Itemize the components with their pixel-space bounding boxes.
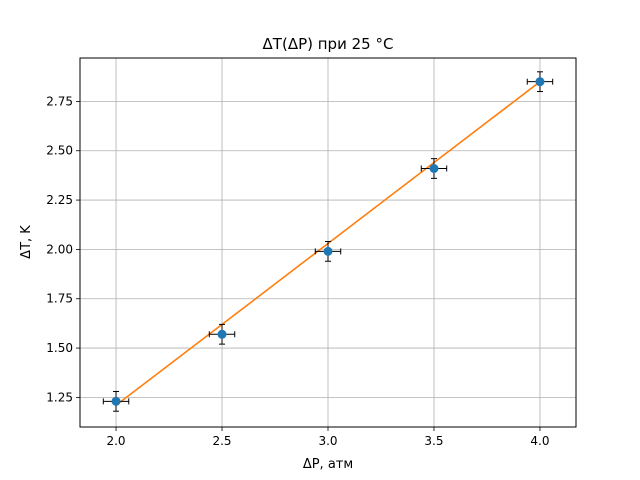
y-tick-label: 2.75 xyxy=(46,94,73,108)
x-tick-label: 2.5 xyxy=(212,434,231,448)
y-tick-label: 1.25 xyxy=(46,390,73,404)
x-tick-label: 4.0 xyxy=(530,434,549,448)
point-marker xyxy=(111,396,121,406)
data-point xyxy=(102,390,130,412)
y-axis-label: ΔT, K xyxy=(19,225,34,259)
data-point xyxy=(208,323,236,345)
x-tick-label: 3.0 xyxy=(318,434,337,448)
x-tick-label: 3.5 xyxy=(424,434,443,448)
data-point xyxy=(526,71,554,93)
point-marker xyxy=(429,164,439,174)
y-tick-label: 2.25 xyxy=(46,193,73,207)
y-tick-label: 2.50 xyxy=(46,144,73,158)
x-tick-label: 2.0 xyxy=(106,434,125,448)
y-axis-ticks: 1.25 1.50 1.75 2.00 2.25 2.50 2.75 xyxy=(46,94,80,404)
data-point xyxy=(420,158,448,179)
y-tick-label: 1.75 xyxy=(46,292,73,306)
point-marker xyxy=(323,246,333,256)
chart-title: ΔT(ΔP) при 25 °C xyxy=(263,35,394,53)
y-tick-label: 1.50 xyxy=(46,341,73,355)
x-axis-label: ΔP, атм xyxy=(303,457,353,472)
x-axis-ticks: 2.0 2.5 3.0 3.5 4.0 xyxy=(106,427,550,448)
data-point xyxy=(314,241,342,262)
point-marker xyxy=(535,77,545,87)
data-points-group xyxy=(102,71,554,412)
point-marker xyxy=(217,329,227,339)
y-tick-label: 2.00 xyxy=(46,242,73,256)
